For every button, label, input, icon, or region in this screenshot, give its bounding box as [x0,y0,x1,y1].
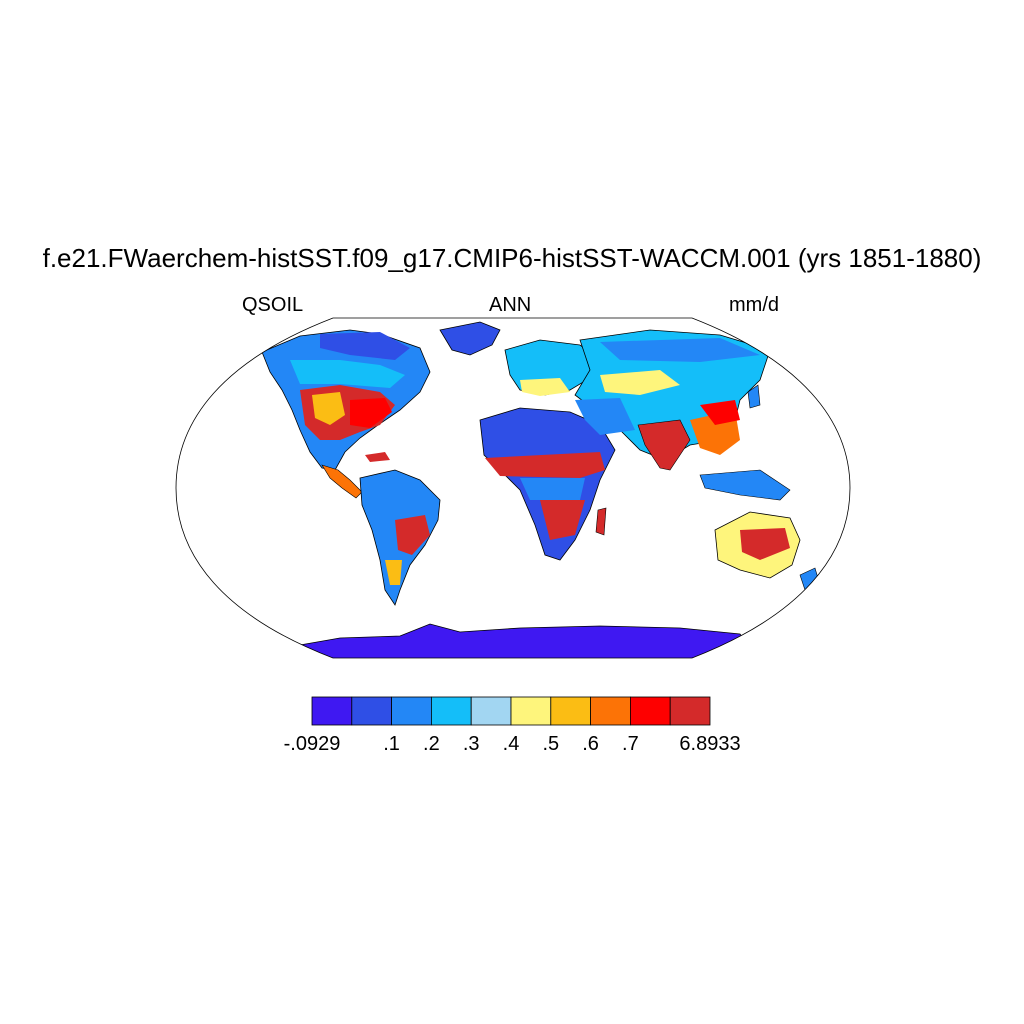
africa-south [540,500,585,540]
africa-sahel [485,452,605,478]
japan [747,384,761,409]
colorbar-label: .4 [502,733,520,755]
units-label: mm/d [729,294,779,316]
colorbar-box [311,696,353,726]
central-america [321,464,363,499]
season-label: ANN [489,294,532,316]
africa-central [520,478,585,500]
antarctica [289,623,761,658]
sa-brazil [395,515,430,555]
colorbar-box [590,696,631,726]
colorbar-box [391,696,432,726]
east-china [700,400,740,425]
colorbar-box [669,696,711,726]
caribbean [365,452,390,462]
colorbar-label: .2 [423,733,440,755]
colorbar-label: .7 [622,733,639,755]
map-border [175,317,851,659]
indonesia [699,469,791,501]
india [637,419,691,471]
colorbar-label: -.0929 [283,733,341,755]
colorbar-box [470,696,512,726]
australia-interior [740,528,790,560]
colorbar-label: .6 [582,733,599,755]
na-east [350,398,392,428]
colorbar-box [430,696,472,726]
colorbar-label: .5 [542,733,560,755]
colorbar [311,696,711,726]
colorbar-box [630,696,671,726]
greenland [439,321,501,356]
europe-south [520,378,570,396]
colorbar-label: 6.8933 [679,733,741,755]
sa-south [385,560,402,585]
madagascar [595,507,607,536]
siberia [600,338,760,362]
colorbar-box [510,696,552,726]
colorbar-box [351,696,392,726]
colorbar-label: .1 [383,733,400,755]
middle-east [575,398,635,435]
na-plains [312,392,345,425]
colorbar-box [550,696,591,726]
na-canada [290,360,405,388]
variable-label: QSOIL [242,294,304,316]
na-arctic [320,332,410,360]
colorbar-label: .3 [462,733,480,755]
map-title: f.e21.FWaerchem-histSST.f09_g17.CMIP6-hi… [42,243,982,273]
central-asia [600,370,680,395]
